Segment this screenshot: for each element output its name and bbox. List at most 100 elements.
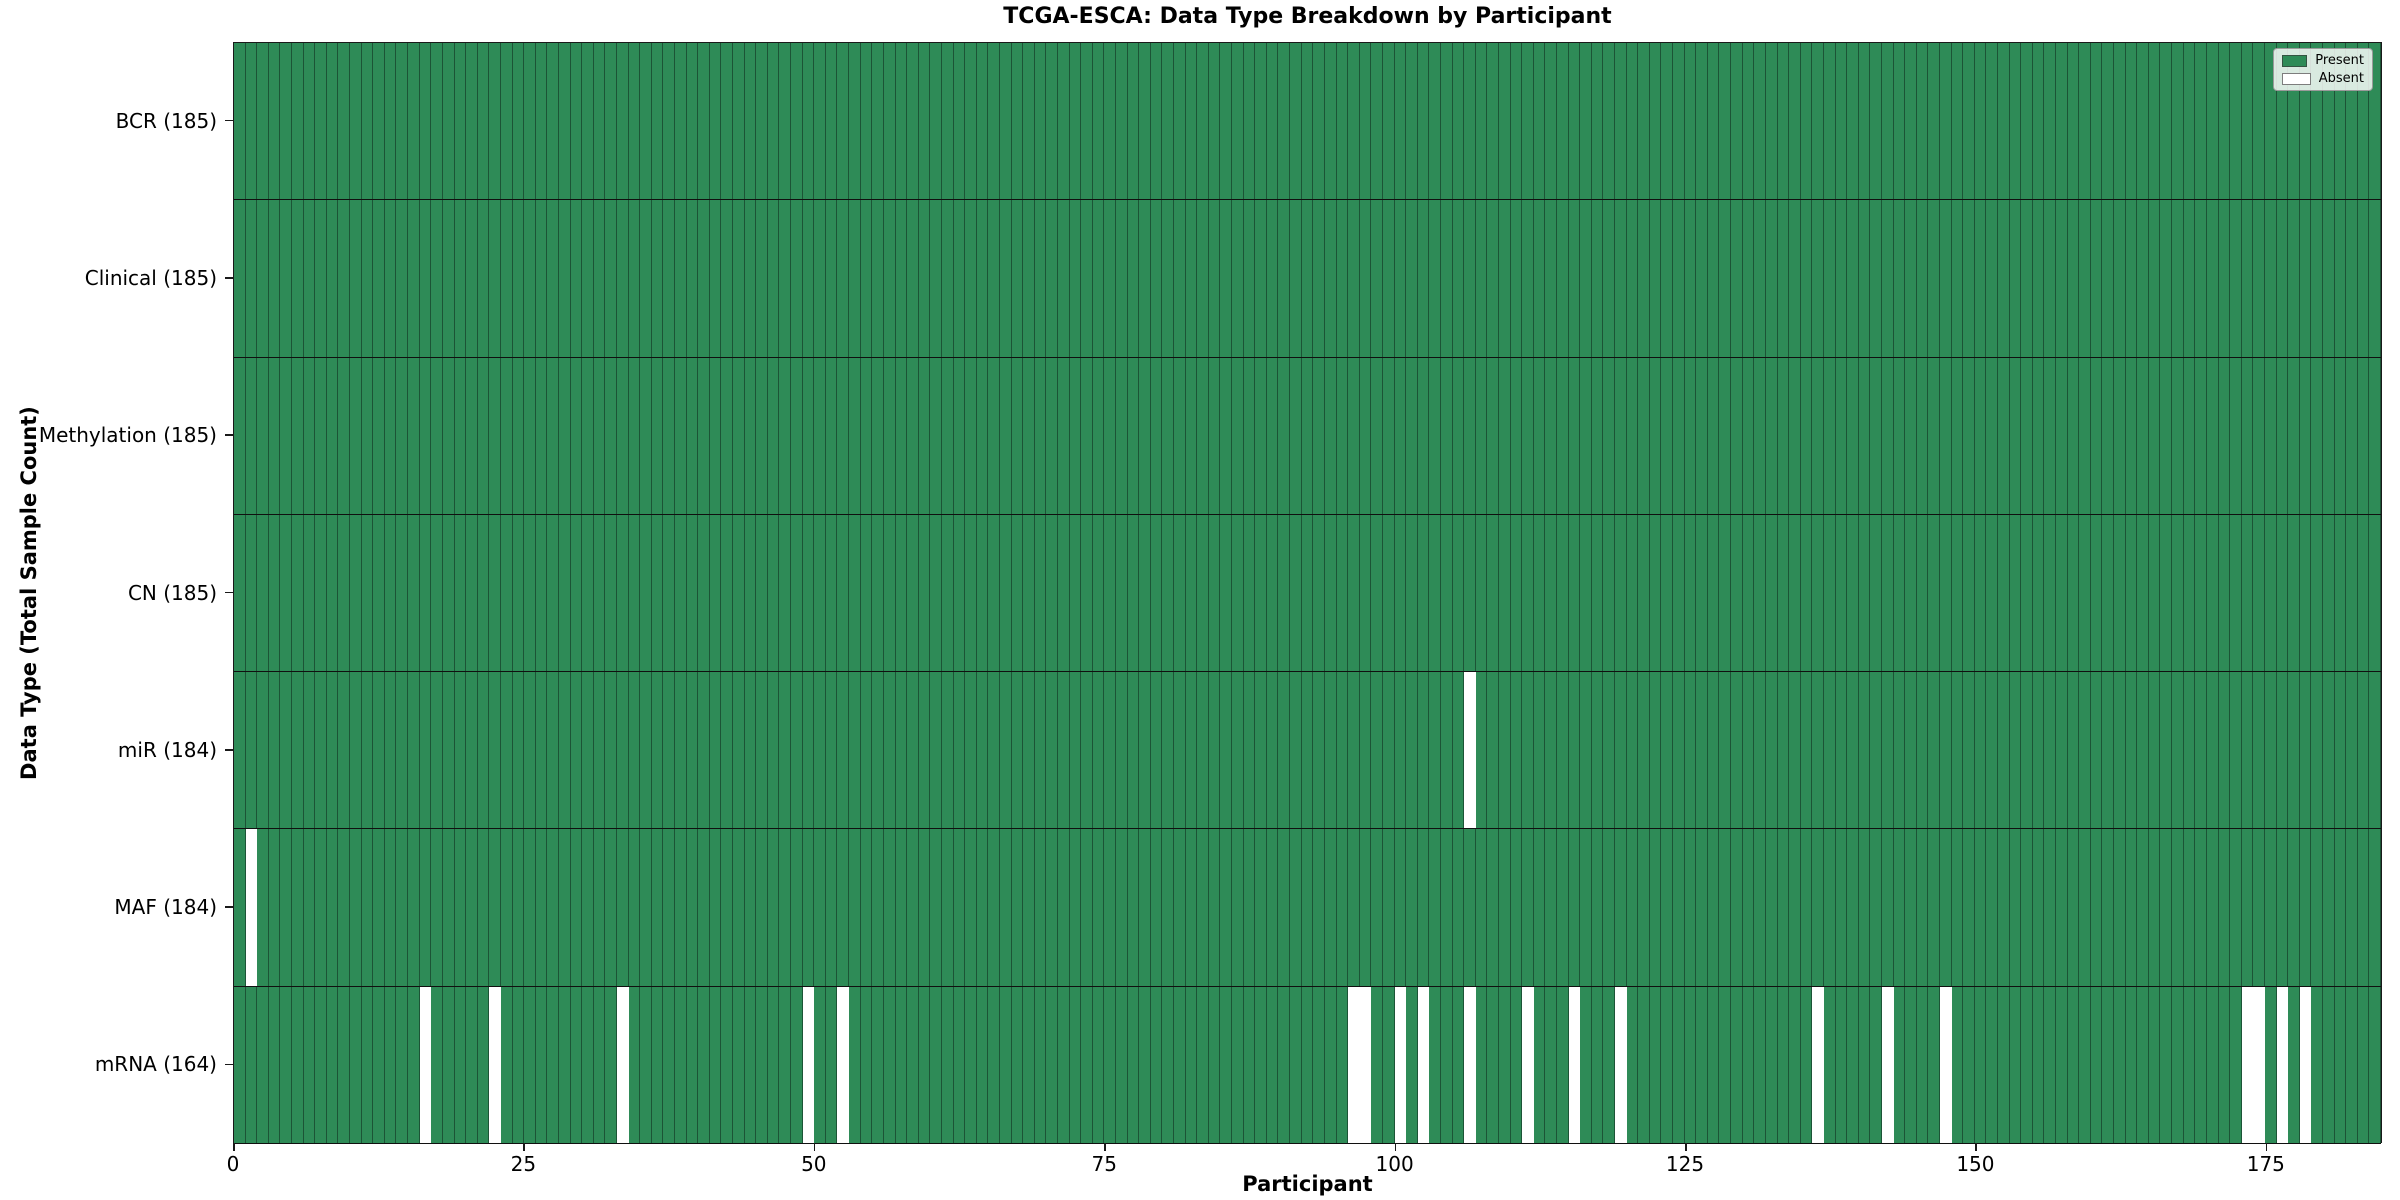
present-cell — [2183, 357, 2196, 514]
present-cell — [2009, 43, 2022, 200]
present-cell — [2079, 357, 2091, 514]
present-cell — [1893, 514, 1906, 672]
present-cell — [1104, 829, 1116, 986]
present-cell — [2032, 672, 2045, 829]
present-cell — [1382, 200, 1395, 357]
present-cell — [2357, 514, 2370, 672]
present-cell — [883, 200, 896, 357]
present-cell — [616, 829, 629, 986]
present-cell — [1174, 986, 1186, 1143]
present-cell — [837, 672, 850, 829]
present-cell — [918, 514, 931, 672]
absent-cell — [2253, 986, 2265, 1143]
present-cell — [1092, 829, 1105, 986]
present-cell — [1800, 43, 1813, 200]
present-cell — [988, 43, 1000, 200]
present-cell — [814, 672, 826, 829]
present-cell — [1290, 357, 1302, 514]
present-cell — [2334, 200, 2347, 357]
present-cell — [535, 829, 548, 986]
present-cell — [245, 200, 258, 357]
present-cell — [2032, 43, 2045, 200]
present-cell — [1034, 829, 1047, 986]
present-cell — [1835, 357, 1848, 514]
present-cell — [1707, 43, 1720, 200]
present-cell — [2334, 43, 2347, 200]
present-cell — [2056, 43, 2068, 200]
present-cell — [1522, 829, 1534, 986]
present-cell — [1951, 514, 1964, 672]
heatmap-row-Clinical — [234, 200, 2381, 358]
present-cell — [721, 672, 734, 829]
present-cell — [1510, 829, 1523, 986]
present-cell — [2056, 986, 2068, 1143]
present-cell — [384, 514, 397, 672]
x-tick-mark — [1104, 1143, 1106, 1151]
present-cell — [1150, 986, 1163, 1143]
present-cell — [663, 357, 675, 514]
present-cell — [883, 514, 896, 672]
present-cell — [2090, 829, 2103, 986]
present-cell — [1580, 672, 1592, 829]
present-cell — [1034, 200, 1047, 357]
present-cell — [1185, 829, 1198, 986]
present-cell — [1881, 200, 1894, 357]
present-cell — [1777, 829, 1790, 986]
present-cell — [582, 829, 594, 986]
present-cell — [791, 672, 803, 829]
present-cell — [2311, 43, 2323, 200]
present-cell — [1603, 200, 1616, 357]
present-cell — [303, 514, 316, 672]
present-cell — [1893, 829, 1906, 986]
present-cell — [1371, 43, 1383, 200]
present-cell — [280, 672, 293, 829]
present-cell — [1406, 43, 1418, 200]
present-cell — [1916, 357, 1929, 514]
present-cell — [1232, 357, 1244, 514]
present-cell — [1951, 986, 1964, 1143]
present-cell — [1661, 43, 1674, 200]
present-cell — [1812, 514, 1824, 672]
present-cell — [1417, 829, 1430, 986]
heatmap-row-Methylation — [234, 357, 2381, 515]
present-cell — [1928, 43, 1940, 200]
present-cell — [907, 357, 919, 514]
present-cell — [941, 357, 954, 514]
present-cell — [1464, 514, 1476, 672]
x-tick-label: 150 — [1956, 1152, 1995, 1176]
present-cell — [779, 514, 792, 672]
present-cell — [2218, 986, 2231, 1143]
present-cell — [1916, 829, 1929, 986]
present-cell — [791, 357, 803, 514]
present-cell — [1336, 514, 1349, 672]
present-cell — [2334, 514, 2347, 672]
absent-cell — [1464, 672, 1476, 829]
present-cell — [2311, 672, 2323, 829]
present-cell — [2230, 357, 2242, 514]
y-tick-label-BCR: BCR (185) — [115, 108, 217, 133]
present-cell — [1081, 43, 1093, 200]
present-cell — [1162, 829, 1175, 986]
present-cell — [779, 672, 792, 829]
present-cell — [2369, 829, 2381, 986]
present-cell — [477, 986, 490, 1143]
present-cell — [1916, 986, 1929, 1143]
present-cell — [1661, 829, 1674, 986]
present-cell — [1858, 672, 1871, 829]
present-cell — [721, 43, 734, 200]
present-cell — [2230, 43, 2242, 200]
present-cell — [1011, 829, 1024, 986]
present-cell — [1440, 200, 1453, 357]
present-cell — [1081, 829, 1093, 986]
present-cell — [1382, 357, 1395, 514]
present-cell — [535, 43, 548, 200]
present-cell — [1371, 672, 1383, 829]
present-cell — [2206, 672, 2219, 829]
present-cell — [1777, 514, 1790, 672]
present-cell — [1185, 986, 1198, 1143]
present-cell — [1127, 357, 1140, 514]
present-cell — [547, 829, 559, 986]
present-cell — [2021, 43, 2033, 200]
present-cell — [883, 672, 896, 829]
present-cell — [1324, 200, 1337, 357]
